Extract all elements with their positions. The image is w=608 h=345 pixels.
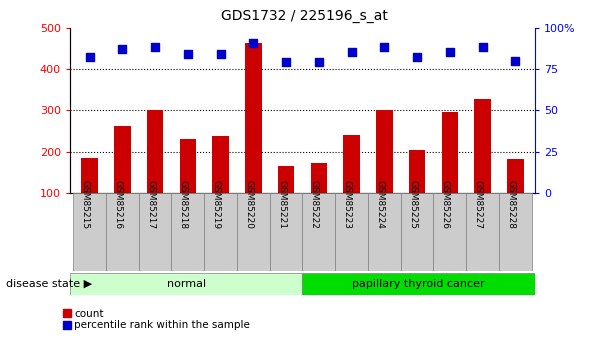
- Text: GSM85222: GSM85222: [310, 180, 319, 229]
- Bar: [368, 193, 401, 271]
- Text: GSM85215: GSM85215: [81, 180, 89, 229]
- Bar: [302, 273, 535, 295]
- Bar: [311, 163, 327, 193]
- Point: [216, 51, 226, 57]
- Bar: [335, 193, 368, 271]
- Point: [347, 50, 356, 55]
- Text: GSM85216: GSM85216: [113, 180, 122, 229]
- Legend: count, percentile rank within the sample: count, percentile rank within the sample: [63, 309, 250, 331]
- Bar: [245, 43, 261, 193]
- Point: [478, 45, 488, 50]
- Text: GSM85221: GSM85221: [277, 180, 286, 229]
- Bar: [401, 193, 434, 271]
- Bar: [179, 139, 196, 193]
- Bar: [344, 135, 360, 193]
- Bar: [466, 193, 499, 271]
- Text: GSM85225: GSM85225: [408, 180, 417, 229]
- Text: papillary thyroid cancer: papillary thyroid cancer: [353, 279, 485, 289]
- Text: normal: normal: [167, 279, 206, 289]
- Point: [379, 45, 389, 50]
- Bar: [474, 99, 491, 193]
- Bar: [114, 126, 131, 193]
- Bar: [171, 193, 204, 271]
- Bar: [278, 166, 294, 193]
- Text: GSM85223: GSM85223: [343, 180, 351, 229]
- Point: [282, 60, 291, 65]
- Bar: [376, 110, 393, 193]
- Bar: [409, 150, 426, 193]
- Bar: [212, 136, 229, 193]
- Point: [183, 51, 193, 57]
- Bar: [147, 110, 164, 193]
- Text: GDS1732 / 225196_s_at: GDS1732 / 225196_s_at: [221, 9, 387, 23]
- Point: [85, 55, 94, 60]
- Point: [150, 45, 160, 50]
- Bar: [237, 193, 270, 271]
- Point: [445, 50, 455, 55]
- Bar: [434, 193, 466, 271]
- Point: [314, 60, 323, 65]
- Point: [117, 46, 127, 52]
- Bar: [204, 193, 237, 271]
- Text: GSM85218: GSM85218: [179, 180, 188, 229]
- Bar: [270, 193, 303, 271]
- Bar: [302, 193, 335, 271]
- Bar: [441, 112, 458, 193]
- Bar: [70, 273, 302, 295]
- Bar: [139, 193, 171, 271]
- Point: [412, 55, 422, 60]
- Text: GSM85228: GSM85228: [506, 180, 516, 229]
- Text: disease state ▶: disease state ▶: [6, 279, 92, 289]
- Text: GSM85219: GSM85219: [212, 180, 221, 229]
- Bar: [507, 159, 523, 193]
- Bar: [106, 193, 139, 271]
- Bar: [499, 193, 532, 271]
- Text: GSM85217: GSM85217: [146, 180, 155, 229]
- Bar: [81, 158, 98, 193]
- Bar: [73, 193, 106, 271]
- Text: GSM85224: GSM85224: [375, 180, 384, 229]
- Point: [511, 58, 520, 63]
- Point: [249, 40, 258, 45]
- Text: GSM85220: GSM85220: [244, 180, 254, 229]
- Text: GSM85226: GSM85226: [441, 180, 450, 229]
- Text: GSM85227: GSM85227: [474, 180, 483, 229]
